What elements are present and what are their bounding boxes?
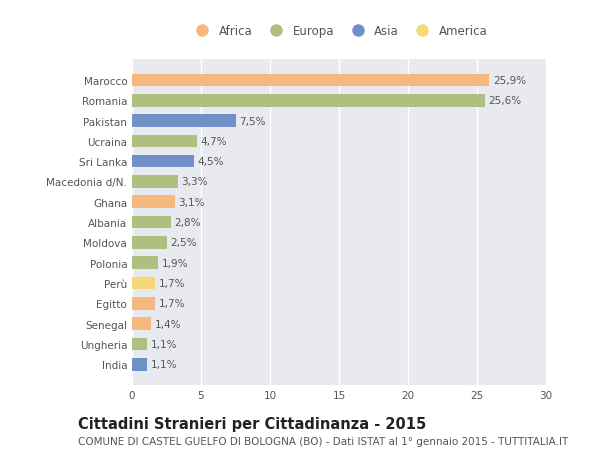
- Text: COMUNE DI CASTEL GUELFO DI BOLOGNA (BO) - Dati ISTAT al 1° gennaio 2015 - TUTTIT: COMUNE DI CASTEL GUELFO DI BOLOGNA (BO) …: [78, 437, 568, 446]
- Bar: [132, 115, 235, 128]
- Text: 25,9%: 25,9%: [493, 76, 526, 86]
- Text: 1,1%: 1,1%: [151, 359, 177, 369]
- Text: 1,4%: 1,4%: [155, 319, 181, 329]
- Text: 2,8%: 2,8%: [174, 218, 200, 228]
- Legend: Africa, Europa, Asia, America: Africa, Europa, Asia, America: [185, 20, 493, 42]
- Bar: [132, 236, 167, 249]
- Bar: [132, 358, 147, 371]
- Bar: [132, 95, 485, 107]
- Text: 1,1%: 1,1%: [151, 339, 177, 349]
- Bar: [132, 338, 147, 351]
- Text: 4,7%: 4,7%: [200, 137, 227, 146]
- Bar: [132, 74, 490, 87]
- Bar: [132, 135, 197, 148]
- Text: 7,5%: 7,5%: [239, 116, 265, 126]
- Text: 1,9%: 1,9%: [161, 258, 188, 268]
- Text: Cittadini Stranieri per Cittadinanza - 2015: Cittadini Stranieri per Cittadinanza - 2…: [78, 416, 426, 431]
- Text: 3,3%: 3,3%: [181, 177, 208, 187]
- Text: 1,7%: 1,7%: [159, 279, 185, 288]
- Text: 25,6%: 25,6%: [489, 96, 522, 106]
- Text: 1,7%: 1,7%: [159, 299, 185, 308]
- Bar: [132, 196, 175, 209]
- Bar: [132, 176, 178, 188]
- Text: 3,1%: 3,1%: [178, 197, 205, 207]
- Bar: [132, 318, 151, 330]
- Bar: [132, 257, 158, 269]
- Text: 4,5%: 4,5%: [197, 157, 224, 167]
- Text: 2,5%: 2,5%: [170, 238, 196, 248]
- Bar: [132, 216, 170, 229]
- Bar: [132, 277, 155, 290]
- Bar: [132, 297, 155, 310]
- Bar: [132, 156, 194, 168]
